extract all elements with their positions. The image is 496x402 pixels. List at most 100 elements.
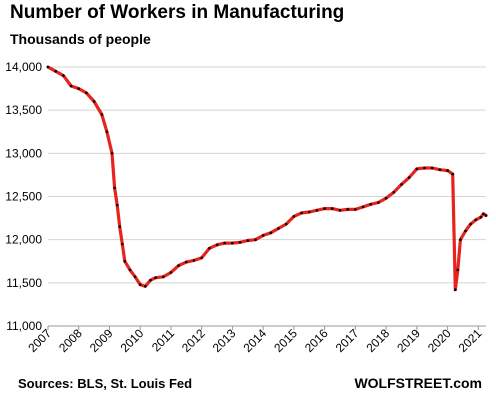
data-point (177, 264, 180, 267)
x-tick-label: 2012 (179, 326, 208, 355)
data-point (85, 91, 88, 95)
data-point (423, 166, 426, 170)
data-point (231, 241, 234, 245)
data-point (123, 260, 127, 263)
data-point (121, 242, 124, 246)
data-point (369, 203, 373, 206)
data-point (400, 183, 403, 186)
data-point (185, 260, 188, 264)
x-tick-label: 2009 (87, 326, 116, 355)
data-point (438, 168, 442, 171)
y-tick-label: 11,000 (6, 319, 42, 333)
data-point (113, 186, 116, 190)
data-point (62, 74, 65, 77)
data-point (154, 276, 157, 280)
data-point (118, 225, 121, 228)
data-point (464, 229, 467, 233)
data-point (192, 259, 196, 262)
data-point (54, 70, 57, 73)
data-point (144, 285, 147, 288)
data-point (300, 211, 303, 215)
data-point (115, 203, 119, 207)
data-point (277, 227, 280, 230)
data-point (430, 166, 434, 170)
data-point (100, 113, 104, 116)
data-point (346, 208, 350, 211)
y-tick-label: 11,500 (6, 276, 42, 290)
x-tick-label: 2011 (149, 326, 177, 354)
y-tick-label: 13,000 (5, 146, 42, 160)
data-point (482, 212, 485, 216)
data-point (138, 283, 142, 286)
data-point (392, 190, 396, 194)
data-point (407, 176, 411, 179)
data-point (149, 278, 152, 282)
data-point (200, 256, 203, 260)
chart-title: Number of Workers in Manufacturing (10, 2, 345, 23)
data-point (110, 152, 114, 155)
x-tick-label: 2018 (363, 326, 392, 355)
data-point (246, 239, 250, 242)
data-point (451, 172, 455, 176)
data-point (208, 247, 211, 250)
data-point (484, 214, 488, 217)
x-tick-label: 2016 (302, 326, 331, 355)
y-axis-ticks: 11,000 11,500 12,000 12,500 13,000 13,500 14,0… (5, 60, 42, 333)
brand-label: WOLFSTREET.com (354, 375, 482, 391)
data-point (361, 205, 365, 209)
data-point (46, 65, 50, 69)
data-point (133, 275, 137, 279)
data-point (169, 271, 173, 274)
data-point (254, 238, 257, 241)
series-markers (46, 65, 488, 292)
x-tick-label: 2013 (210, 326, 239, 355)
grid-lines (48, 66, 486, 327)
y-tick-label: 13,500 (5, 103, 42, 117)
data-point (456, 268, 460, 272)
y-tick-label: 14,000 (5, 60, 42, 74)
data-point (269, 231, 273, 235)
x-tick-label: 2015 (271, 326, 300, 355)
x-tick-label: 2021 (456, 326, 485, 355)
x-tick-label: 2017 (333, 326, 362, 355)
x-axis-ticks: 2007 2008 2009 2010 2011 2012 2013 2014 2015 2016… (25, 326, 484, 355)
data-point (338, 209, 342, 212)
data-point (215, 243, 219, 247)
data-point (308, 210, 311, 214)
x-tick-label: 2019 (394, 326, 423, 355)
data-point (162, 275, 165, 279)
data-point (92, 100, 96, 103)
data-point (315, 209, 319, 212)
data-point (238, 241, 242, 244)
data-point (69, 84, 73, 88)
data-point (331, 207, 334, 210)
y-tick-label: 12,000 (5, 233, 42, 247)
data-point (77, 87, 80, 90)
data-point (128, 268, 132, 272)
data-point (479, 215, 483, 219)
x-tick-label: 2020 (425, 326, 454, 355)
data-point (354, 208, 357, 211)
data-point (384, 196, 388, 200)
x-tick-label: 2010 (118, 326, 147, 355)
data-point (323, 207, 326, 210)
data-point (415, 167, 419, 171)
x-tick-label: 2008 (56, 326, 85, 355)
source-note: Sources: BLS, St. Louis Fed (18, 376, 193, 391)
data-point (105, 130, 109, 134)
series-line-layer (46, 65, 488, 292)
y-tick-label: 12,500 (5, 190, 42, 204)
data-point (469, 222, 472, 226)
data-point (284, 222, 288, 226)
data-point (459, 238, 462, 241)
data-point (292, 215, 296, 218)
chart-subtitle: Thousands of people (10, 31, 151, 47)
data-point (377, 201, 380, 204)
data-point (446, 169, 449, 172)
data-point (454, 288, 457, 292)
series-line (46, 65, 488, 292)
data-point (223, 241, 226, 245)
x-tick-label: 2014 (240, 326, 269, 355)
data-point (474, 218, 478, 222)
